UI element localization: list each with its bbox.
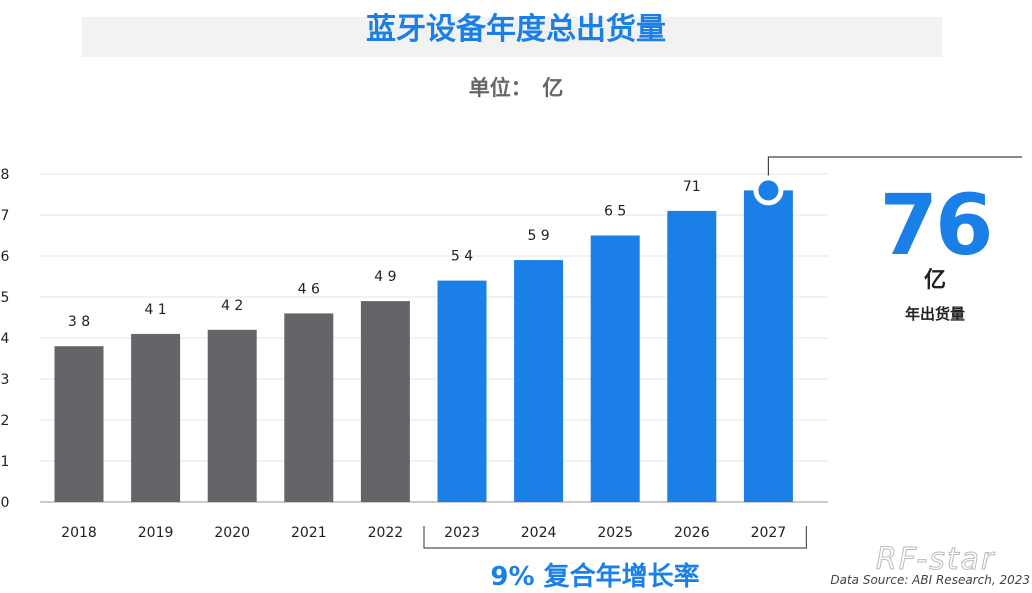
bar-2022 xyxy=(360,301,410,502)
x-tick-label: 2024 xyxy=(521,525,557,541)
y-tick-label: 3 xyxy=(1,372,10,388)
chart-title: 蓝牙设备年度总出货量 xyxy=(366,12,666,47)
x-tick-label: 2020 xyxy=(214,525,250,541)
y-tick-label: 8 xyxy=(1,167,10,183)
y-tick-label: 7 xyxy=(1,208,10,224)
x-tick-label: 2027 xyxy=(751,525,787,541)
data-label: 6 5 xyxy=(604,204,626,220)
y-tick-label: 4 xyxy=(1,331,10,347)
data-label: 4 6 xyxy=(298,281,320,297)
highlight-value: 76 xyxy=(879,176,994,274)
data-label: 71 xyxy=(683,179,701,195)
data-label: 4 2 xyxy=(221,298,243,314)
data-label: 5 4 xyxy=(451,249,473,265)
y-tick-label: 6 xyxy=(1,249,10,265)
bar-2025 xyxy=(590,235,640,502)
bar-2027 xyxy=(743,190,793,502)
x-tick-label: 2021 xyxy=(291,525,327,541)
cagr-bracket xyxy=(423,526,808,549)
data-label: 4 1 xyxy=(144,302,166,318)
y-tick-label: 5 xyxy=(1,290,10,306)
bar-2026 xyxy=(667,210,717,502)
rf-star-logo: RF-star xyxy=(875,542,996,578)
y-tick-label: 2 xyxy=(1,413,10,429)
data-label: 4 9 xyxy=(374,269,396,285)
y-tick-label: 0 xyxy=(1,495,10,511)
bar-2020 xyxy=(207,329,257,502)
data-source: Data Source: ABI Research, 2023 xyxy=(830,573,1030,587)
title-band xyxy=(82,17,942,57)
x-tick-label: 2026 xyxy=(674,525,710,541)
bar-2021 xyxy=(284,313,334,502)
bar-2018 xyxy=(54,346,104,502)
bar-2019 xyxy=(131,333,181,502)
x-tick-label: 2018 xyxy=(61,525,97,541)
marker-dot xyxy=(758,180,779,201)
cagr-label: 9% 复合年增长率 xyxy=(490,562,700,592)
highlight-label: 年出货量 xyxy=(904,305,965,323)
y-tick-label: 1 xyxy=(1,454,10,470)
data-label: 5 9 xyxy=(527,228,549,244)
bar-2024 xyxy=(514,260,564,502)
data-label: 3 8 xyxy=(68,314,90,330)
x-tick-label: 2019 xyxy=(138,525,174,541)
x-tick-label: 2023 xyxy=(444,525,480,541)
x-tick-label: 2025 xyxy=(597,525,633,541)
x-tick-label: 2022 xyxy=(368,525,404,541)
bar-2023 xyxy=(437,280,487,502)
highlight-unit: 亿 xyxy=(923,268,946,293)
unit-label: 单位： 亿 xyxy=(468,76,564,100)
